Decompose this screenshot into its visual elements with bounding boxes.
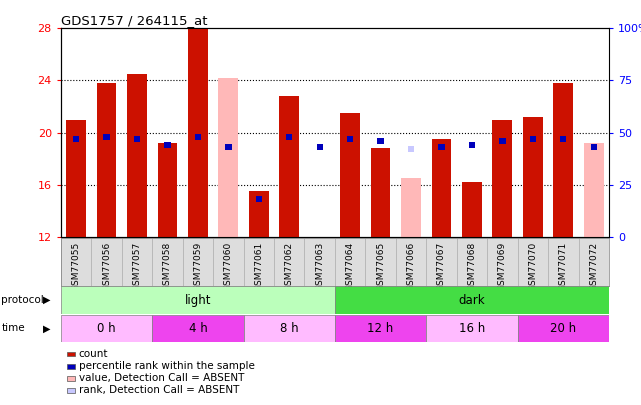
Bar [335, 238, 365, 286]
Text: 16 h: 16 h [459, 322, 485, 335]
Bar [347, 136, 353, 142]
Text: count: count [79, 349, 108, 359]
Bar [61, 286, 335, 314]
Text: GSM77068: GSM77068 [467, 241, 476, 291]
Text: 0 h: 0 h [97, 322, 116, 335]
Bar [249, 191, 269, 237]
Bar [518, 315, 609, 342]
Bar [304, 238, 335, 286]
Text: 4 h: 4 h [188, 322, 207, 335]
Bar [103, 134, 110, 140]
Text: GSM77055: GSM77055 [72, 241, 81, 291]
Bar [462, 182, 482, 237]
Text: GSM77070: GSM77070 [528, 241, 537, 291]
Bar [153, 315, 244, 342]
Text: 8 h: 8 h [280, 322, 299, 335]
Bar [438, 144, 445, 150]
Bar [518, 238, 548, 286]
Bar [553, 83, 573, 237]
Bar [340, 113, 360, 237]
Bar [219, 78, 238, 237]
Text: GSM77063: GSM77063 [315, 241, 324, 291]
Bar [122, 238, 153, 286]
Text: GSM77065: GSM77065 [376, 241, 385, 291]
Text: GSM77072: GSM77072 [589, 241, 598, 291]
Text: GSM77062: GSM77062 [285, 241, 294, 291]
Text: GSM77058: GSM77058 [163, 241, 172, 291]
Text: GSM77069: GSM77069 [498, 241, 507, 291]
Text: percentile rank within the sample: percentile rank within the sample [79, 361, 254, 371]
Text: GSM77059: GSM77059 [194, 241, 203, 291]
Bar [426, 238, 456, 286]
Bar [317, 144, 323, 150]
Bar [61, 238, 92, 286]
Text: GDS1757 / 264115_at: GDS1757 / 264115_at [61, 14, 208, 27]
Bar [401, 178, 421, 237]
Text: ▶: ▶ [43, 324, 51, 333]
Bar [92, 238, 122, 286]
Text: GSM77056: GSM77056 [102, 241, 111, 291]
Text: GSM77071: GSM77071 [559, 241, 568, 291]
Text: GSM77061: GSM77061 [254, 241, 263, 291]
Bar [127, 74, 147, 237]
Bar [431, 139, 451, 237]
Bar [378, 138, 384, 144]
Bar [97, 83, 117, 237]
Text: rank, Detection Call = ABSENT: rank, Detection Call = ABSENT [79, 386, 239, 395]
Bar [523, 117, 543, 237]
Bar [286, 134, 292, 140]
Bar [256, 196, 262, 202]
Text: GSM77066: GSM77066 [406, 241, 415, 291]
Bar [61, 315, 153, 342]
Bar [492, 119, 512, 237]
Bar [183, 238, 213, 286]
Text: value, Detection Call = ABSENT: value, Detection Call = ABSENT [79, 373, 244, 383]
Text: 12 h: 12 h [367, 322, 394, 335]
Bar [244, 315, 335, 342]
Bar [158, 143, 178, 237]
Text: GSM77067: GSM77067 [437, 241, 446, 291]
Bar [408, 146, 414, 152]
Bar [335, 315, 426, 342]
Bar [153, 238, 183, 286]
Bar [279, 96, 299, 237]
Text: GSM77057: GSM77057 [133, 241, 142, 291]
Bar [365, 238, 396, 286]
Bar [548, 238, 578, 286]
Bar [578, 238, 609, 286]
Bar [499, 138, 506, 144]
Text: ▶: ▶ [43, 295, 51, 305]
Bar [195, 134, 201, 140]
Bar [225, 144, 231, 150]
Bar [584, 143, 604, 237]
Text: GSM77060: GSM77060 [224, 241, 233, 291]
Text: dark: dark [458, 294, 485, 307]
Bar [244, 238, 274, 286]
Bar [188, 28, 208, 237]
Bar [529, 136, 536, 142]
Bar [73, 136, 79, 142]
Bar [396, 238, 426, 286]
Bar [66, 119, 86, 237]
Bar [469, 142, 475, 148]
Text: time: time [1, 324, 25, 333]
Bar [487, 238, 518, 286]
Bar [274, 238, 304, 286]
Bar [560, 136, 567, 142]
Bar [426, 315, 518, 342]
Bar [370, 148, 390, 237]
Text: 20 h: 20 h [550, 322, 576, 335]
Text: protocol: protocol [1, 295, 44, 305]
Bar [335, 286, 609, 314]
Bar [134, 136, 140, 142]
Bar [213, 238, 244, 286]
Text: light: light [185, 294, 211, 307]
Bar [590, 144, 597, 150]
Bar [456, 238, 487, 286]
Text: GSM77064: GSM77064 [345, 241, 354, 291]
Bar [164, 142, 171, 148]
